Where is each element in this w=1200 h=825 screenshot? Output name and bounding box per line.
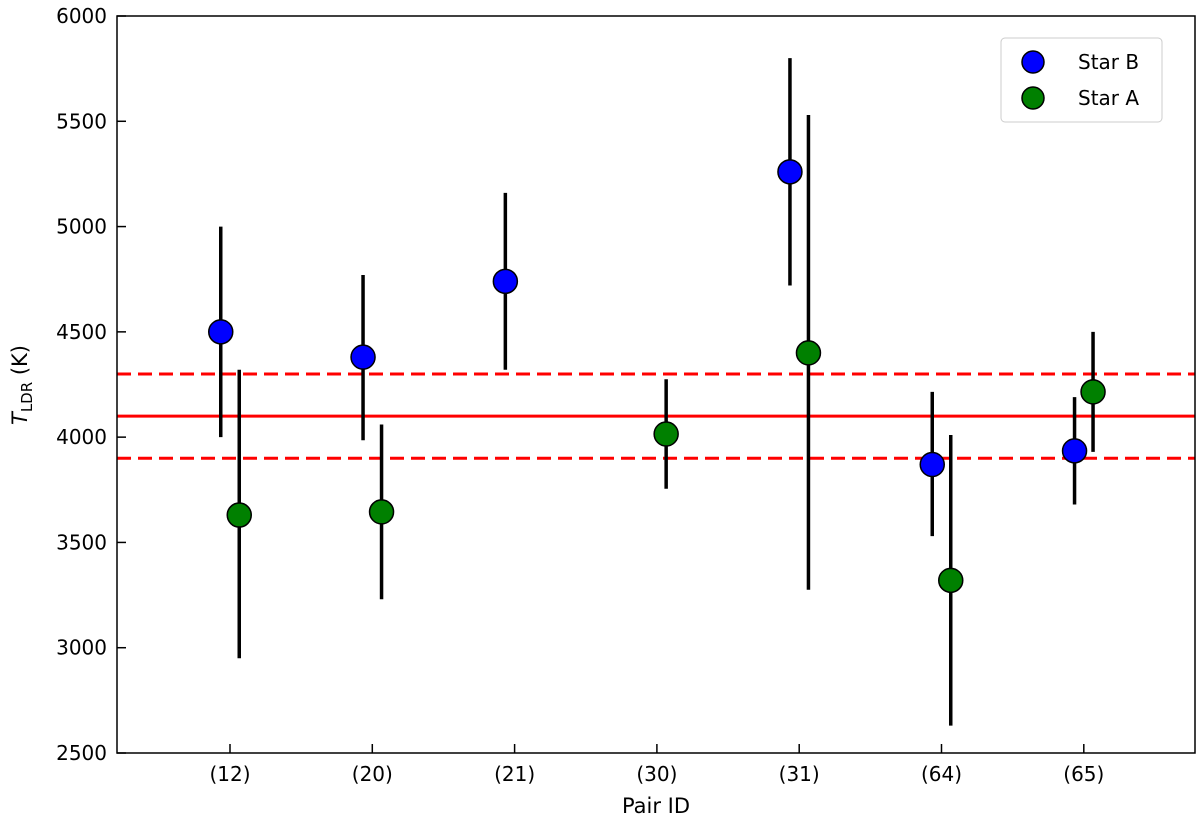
y-tick-label: 6000 [56, 4, 107, 28]
y-tick-label: 5000 [56, 215, 107, 239]
y-tick-label: 2500 [56, 741, 107, 765]
y-axis-label: TLDR (K) [8, 345, 36, 425]
legend: Star B Star A [1000, 37, 1163, 123]
x-tick-label: (12) [209, 762, 250, 786]
y-tick-label: 3500 [56, 530, 107, 554]
y-axis-label-subscript: LDR [18, 382, 36, 412]
data-point-star-b [777, 159, 803, 185]
data-point-star-a [1080, 379, 1106, 405]
x-axis: (12) (20) (21) (30) (31) (64) (65) [209, 744, 1104, 786]
error-bars [219, 58, 1095, 726]
plot-frame [116, 15, 1196, 754]
y-tick-label: 4500 [56, 320, 107, 344]
data-point-star-a [368, 499, 395, 525]
x-tick-label: (21) [494, 762, 535, 786]
legend-label-star-b: Star B [1078, 50, 1139, 74]
data-point-star-b [919, 451, 946, 478]
legend-label-star-a: Star A [1078, 86, 1139, 110]
x-tick-label: (30) [636, 762, 677, 786]
x-tick-label: (20) [352, 762, 393, 786]
data-point-star-a [795, 340, 822, 366]
legend-marker-star-a [1021, 86, 1045, 110]
data-point-star-b [350, 344, 376, 370]
y-tick-label: 4000 [56, 425, 107, 449]
data-points [208, 159, 1106, 594]
reference-lines [117, 372, 1195, 460]
y-axis-label-symbol: T [8, 410, 32, 425]
x-tick-label: (65) [1063, 762, 1104, 786]
data-point-star-b [1061, 438, 1088, 464]
data-point-star-a [653, 421, 679, 447]
x-axis-label: Pair ID [622, 794, 690, 818]
data-point-star-b [492, 268, 519, 295]
data-point-star-a [937, 567, 964, 594]
x-tick-label: (64) [921, 762, 962, 786]
x-tick-label: (31) [779, 762, 820, 786]
y-tick-label: 5500 [56, 109, 107, 133]
data-point-star-b [208, 319, 234, 345]
y-tick-label: 3000 [56, 636, 107, 660]
legend-marker-star-b [1021, 50, 1045, 74]
y-axis: 2500 3000 3500 4000 4500 5000 5500 6000 [56, 4, 126, 765]
data-point-star-a [226, 502, 252, 528]
y-axis-label-unit: (K) [8, 345, 32, 382]
